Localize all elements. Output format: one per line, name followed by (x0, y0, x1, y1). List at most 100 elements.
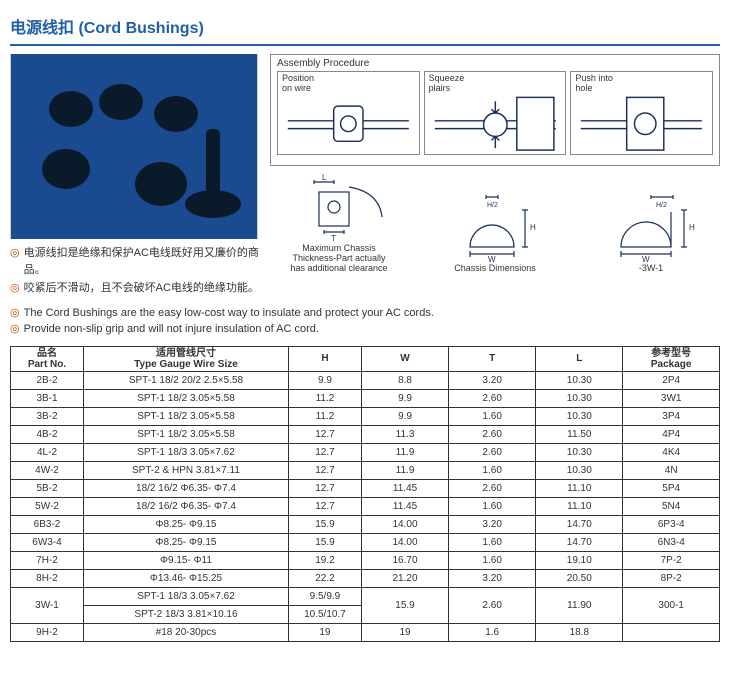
table-cell: 3W-1 (11, 587, 84, 623)
table-cell: 6N3-4 (623, 533, 720, 551)
table-cell: 14.00 (361, 515, 448, 533)
table-header-cell: L (536, 346, 623, 371)
table-cell: 1.60 (449, 497, 536, 515)
table-cell: 8H-2 (11, 569, 84, 587)
table-cell: 5B-2 (11, 479, 84, 497)
table-row: 3W-1SPT-1 18/3 3.05×7.629.5/9.915.92.601… (11, 587, 720, 605)
bullet-icon: ◎ (10, 305, 20, 322)
bullet-cn-0: ◎ 电源线扣是绝缘和保护AC电线既好用又廉价的商品。 (10, 245, 260, 278)
title-en: (Cord Bushings) (78, 20, 203, 37)
table-cell: 8P-2 (623, 569, 720, 587)
table-row: 5B-218/2 16/2 Φ6.35- Φ7.412.711.452.6011… (11, 479, 720, 497)
table-cell: 9.9 (288, 371, 361, 389)
table-row: 7H-2Φ9.15- Φ1119.216.701.6019.107P-2 (11, 551, 720, 569)
table-row: 2B-2SPT-1 18/2 20/2 2.5×5.589.98.83.2010… (11, 371, 720, 389)
table-cell: 19.2 (288, 551, 361, 569)
table-cell: Φ8.25- Φ9.15 (84, 533, 289, 551)
table-cell: 10.5/10.7 (288, 605, 361, 623)
table-row: 3B-1SPT-1 18/2 3.05×5.5811.29.92.6010.30… (11, 389, 720, 407)
table-cell: Φ8.25- Φ9.15 (84, 515, 289, 533)
table-cell: 1.60 (449, 551, 536, 569)
table-cell: 22.2 (288, 569, 361, 587)
desc-en-0: ◎ The Cord Bushings are the easy low-cos… (10, 305, 720, 322)
table-cell: 14.00 (361, 533, 448, 551)
table-cell: 11.45 (361, 479, 448, 497)
table-cell: SPT-2 & HPN 3.81×7.11 (84, 461, 289, 479)
table-cell: SPT-1 18/2 3.05×5.58 (84, 389, 289, 407)
table-cell: 9H-2 (11, 623, 84, 641)
table-cell: 12.7 (288, 425, 361, 443)
table-cell: 15.9 (288, 533, 361, 551)
table-row: 4L-2SPT-1 18/3 3.05×7.6212.711.92.6010.3… (11, 443, 720, 461)
table-cell: SPT-1 18/2 20/2 2.5×5.58 (84, 371, 289, 389)
dimension-diagrams: L T Maximum Chassis Thickness-Part actua… (270, 172, 720, 274)
table-cell: 14.70 (536, 515, 623, 533)
table-cell (623, 623, 720, 641)
table-cell: 1.60 (449, 461, 536, 479)
dim-2-svg: H H/2 W (440, 192, 550, 262)
step-1-label: Position on wire (282, 74, 314, 94)
table-cell: 4B-2 (11, 425, 84, 443)
table-cell: 10.30 (536, 407, 623, 425)
table-cell: 4L-2 (11, 443, 84, 461)
table-cell: 11.3 (361, 425, 448, 443)
table-cell: 12.7 (288, 497, 361, 515)
step-3-label: Push into hole (575, 74, 613, 94)
table-header-cell: 参考型号Package (623, 346, 720, 371)
table-cell: 12.7 (288, 479, 361, 497)
step-2-label: Squeeze plairs (429, 74, 465, 94)
right-column: Assembly Procedure Position on wire Sq (270, 54, 720, 299)
table-cell: 6W3-4 (11, 533, 84, 551)
english-description: ◎ The Cord Bushings are the easy low-cos… (10, 305, 720, 338)
table-header-cell: W (361, 346, 448, 371)
assembly-diagram: Assembly Procedure Position on wire Sq (270, 54, 720, 166)
bullet-cn-1: ◎ 咬紧后不滑动，且不会破坏AC电线的绝缘功能。 (10, 280, 260, 297)
table-cell: #18 20-30pcs (84, 623, 289, 641)
table-cell: 4K4 (623, 443, 720, 461)
table-cell: 19 (361, 623, 448, 641)
svg-text:W: W (642, 255, 650, 262)
table-cell: 19.10 (536, 551, 623, 569)
table-cell: 3.20 (449, 515, 536, 533)
table-cell: 2P4 (623, 371, 720, 389)
dim-1-svg: L T (284, 172, 394, 242)
table-cell: 3B-1 (11, 389, 84, 407)
table-cell: 11.10 (536, 479, 623, 497)
dim-3: H H/2 W -3W-1 (582, 192, 720, 274)
dim-3-svg: H H/2 W (596, 192, 706, 262)
table-cell: 6B3-2 (11, 515, 84, 533)
table-cell: 2.60 (449, 587, 536, 623)
table-cell: 1.60 (449, 533, 536, 551)
table-cell: 12.7 (288, 443, 361, 461)
desc-en-1-text: Provide non-slip grip and will not injur… (24, 321, 319, 338)
table-cell: 18.8 (536, 623, 623, 641)
table-cell: 2B-2 (11, 371, 84, 389)
product-image (10, 54, 258, 239)
table-cell: 15.9 (361, 587, 448, 623)
table-cell: 18/2 16/2 Φ6.35- Φ7.4 (84, 479, 289, 497)
table-cell: 11.9 (361, 461, 448, 479)
step-3: Push into hole (570, 71, 713, 155)
table-row: 6B3-2Φ8.25- Φ9.1515.914.003.2014.706P3-4 (11, 515, 720, 533)
table-cell: 2.60 (449, 425, 536, 443)
svg-text:H/2: H/2 (656, 202, 667, 209)
table-cell: 4P4 (623, 425, 720, 443)
top-section: ◎ 电源线扣是绝缘和保护AC电线既好用又廉价的商品。 ◎ 咬紧后不滑动，且不会破… (10, 54, 720, 299)
table-header-cell: T (449, 346, 536, 371)
table-row: 4W-2SPT-2 & HPN 3.81×7.1112.711.91.6010.… (11, 461, 720, 479)
table-cell: 300-1 (623, 587, 720, 623)
page-title: 电源线扣 (Cord Bushings) (10, 10, 720, 46)
table-cell: 11.10 (536, 497, 623, 515)
table-row: 5W-218/2 16/2 Φ6.35- Φ7.412.711.451.6011… (11, 497, 720, 515)
table-cell: 11.2 (288, 407, 361, 425)
table-cell: Φ9.15- Φ11 (84, 551, 289, 569)
table-cell: 10.30 (536, 371, 623, 389)
table-cell: 4W-2 (11, 461, 84, 479)
svg-text:H: H (530, 223, 536, 232)
table-cell: 11.2 (288, 389, 361, 407)
bullet-icon: ◎ (10, 280, 20, 297)
table-cell: 6P3-4 (623, 515, 720, 533)
svg-text:H/2: H/2 (487, 202, 498, 209)
bullet-cn-0-text: 电源线扣是绝缘和保护AC电线既好用又廉价的商品。 (24, 245, 260, 278)
table-header-row: 品名Part No.适用管线尺寸Type Gauge Wire SizeHWTL… (11, 346, 720, 371)
